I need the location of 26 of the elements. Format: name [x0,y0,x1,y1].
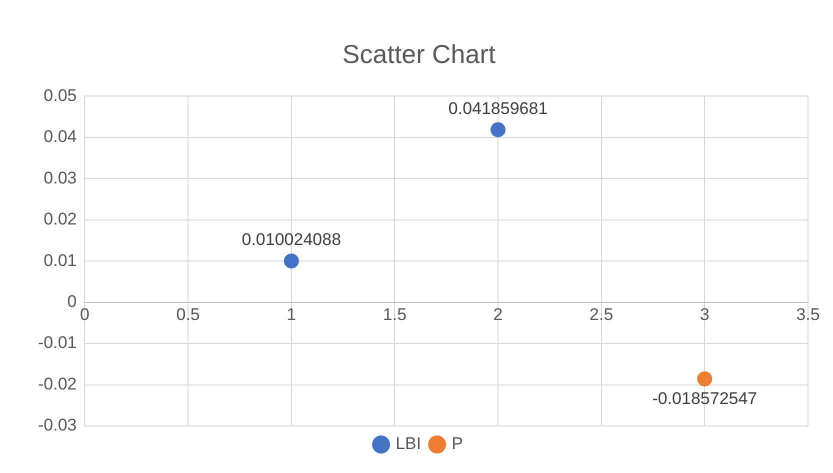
x-tick-label: 1 [286,305,296,324]
chart-title: Scatter Chart [342,38,496,69]
x-tick-label: 0 [80,305,90,324]
x-tick-label: 2 [493,305,503,324]
data-label: 0.041859681 [448,98,548,118]
y-tick-label: 0.03 [44,168,77,188]
legend-label: P [452,434,463,454]
y-tick-label: 0 [67,292,77,312]
y-tick-label: 0.02 [44,210,77,229]
y-tick-label: 0.04 [44,127,77,146]
y-tick-label: -0.03 [38,416,77,435]
y-tick-label: -0.02 [38,374,77,394]
legend-label: LBI [396,434,422,454]
y-tick-label: 0.05 [44,86,77,105]
x-tick-label: 0.5 [176,305,200,324]
x-tick-label: 2.5 [590,305,614,324]
data-label: -0.018572547 [652,389,758,408]
point [284,254,299,268]
x-tick-label: 3.5 [796,305,820,324]
x-tick-label: 1.5 [382,305,407,324]
x-tick-label: 3 [700,305,710,324]
point [697,371,712,386]
y-tick-label: 0.01 [44,250,77,270]
point [490,122,506,138]
data-label: 0.010024088 [242,230,342,250]
y-tick-label: -0.01 [38,333,77,352]
